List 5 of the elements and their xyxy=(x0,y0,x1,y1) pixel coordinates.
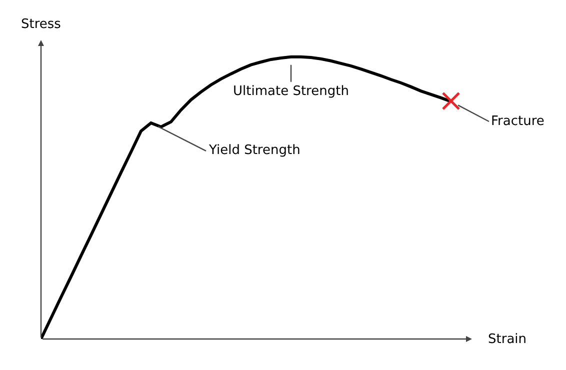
text: Fracture xyxy=(491,114,544,129)
annotation: Ultimate Strength xyxy=(233,84,349,99)
y-axis-title: Stress xyxy=(21,17,62,32)
annotation: Yield Strength xyxy=(208,143,300,158)
x-axis-title: Strain xyxy=(488,332,527,347)
